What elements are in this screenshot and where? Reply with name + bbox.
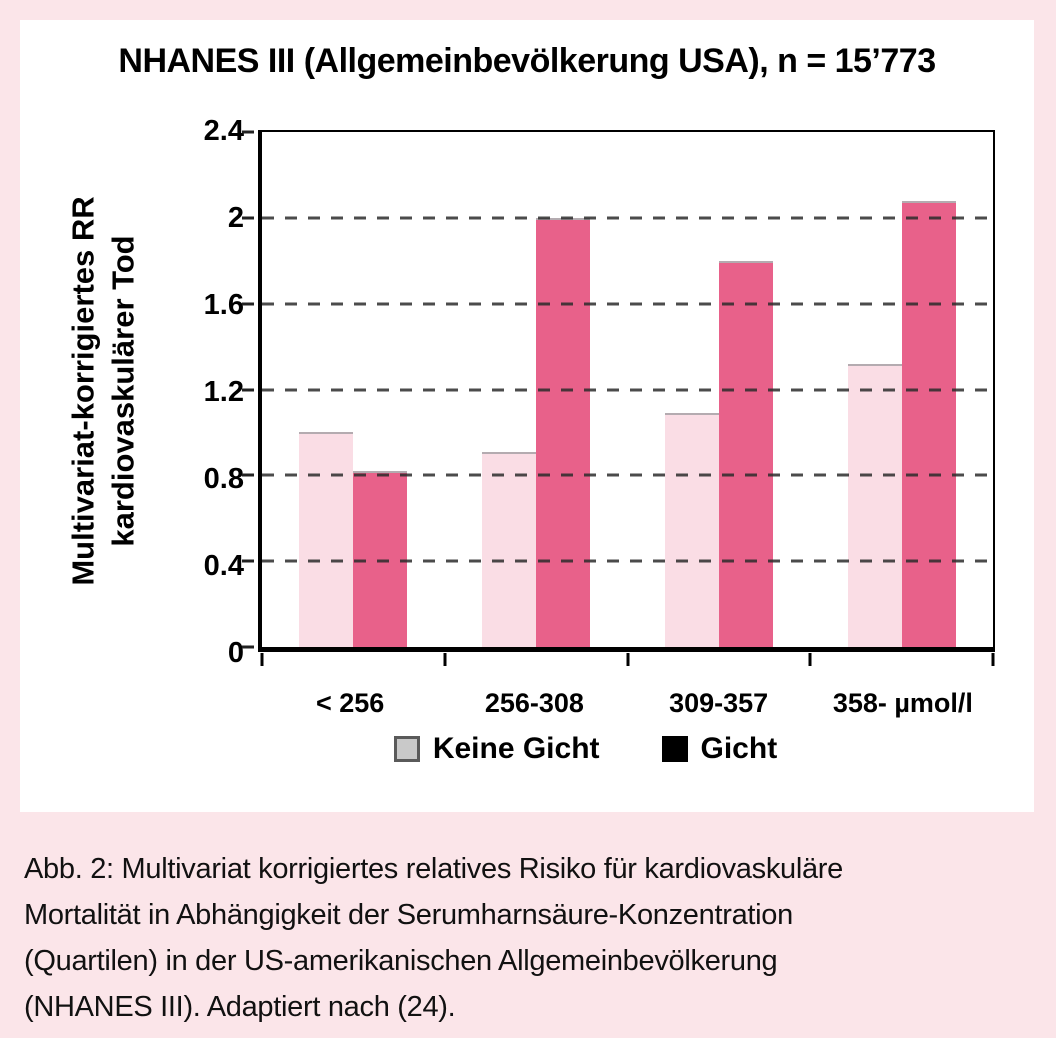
y-tick-mark-0 [242, 645, 254, 649]
bar-keine-gicht-2 [664, 413, 719, 647]
legend-label-0: Keine Gicht [432, 732, 600, 765]
bar-gicht-2 [718, 260, 773, 647]
y-tick-label-0.4: 0.4 [203, 549, 244, 582]
y-tick-mark-0.4 [242, 559, 254, 563]
y-tick-mark-1.6 [242, 302, 254, 306]
y-tick-label-0.8: 0.8 [203, 462, 244, 495]
bars-row [262, 132, 993, 647]
bar-keine-gicht-0 [299, 432, 354, 647]
y-tick-label-1.6: 1.6 [203, 288, 244, 321]
bar-gicht-1 [536, 217, 591, 647]
gridline-2 [262, 216, 993, 220]
figure-caption: Abb. 2: Multivariat korrigiertes relativ… [24, 846, 1024, 1030]
bar-keine-gicht-3 [847, 363, 902, 647]
x-tick-mark-2 [626, 653, 629, 666]
x-axis-labels: < 256 256-308 309-357 358- µmol/l [258, 688, 995, 719]
caption-line-4: (NHANES III). Adaptiert nach (24). [24, 991, 456, 1023]
x-axis-label-3: 358- µmol/l [811, 688, 995, 719]
gridline-0.8 [262, 473, 993, 477]
x-tick-mark-1 [443, 653, 447, 666]
legend-swatch-icon-1 [661, 736, 688, 762]
x-axis-label-0: < 256 [258, 688, 442, 719]
y-tick-label-1.2: 1.2 [203, 375, 244, 408]
chart-title: NHANES III (Allgemeinbevölkerung USA), n… [118, 42, 936, 80]
legend-label-1: Gicht [700, 732, 778, 765]
y-tick-label-0: 0 [227, 636, 244, 669]
bar-group-2 [628, 132, 811, 647]
y-tick-labels: 2.4 2 1.6 1.2 0.8 0.4 0 [168, 116, 244, 667]
y-tick-label-2: 2 [227, 201, 244, 234]
x-axis-category-3: 358- [832, 688, 887, 718]
plot-inner [242, 130, 995, 666]
gridline-1.2 [262, 388, 993, 391]
x-axis-category-2: 309-357 [669, 688, 769, 718]
y-tick-mark-2 [242, 216, 254, 220]
caption-line-2: Mortalität in Abhängigkeit der Serumharn… [24, 899, 793, 931]
legend-item-0: Keine Gicht [393, 732, 600, 766]
gridline-1.6 [262, 302, 993, 306]
bar-keine-gicht-1 [482, 451, 537, 647]
x-tick-mark-0 [260, 653, 264, 666]
y-axis-label-line1: Multivariat-korrigiertes RR [66, 196, 102, 586]
y-tick-label-2.4: 2.4 [203, 114, 244, 147]
caption-line-3: (Quartilen) in der US-amerikanischen All… [24, 945, 778, 977]
x-axis-unit: µmol/l [886, 688, 973, 718]
bar-gicht-0 [353, 471, 408, 647]
gridline-0.4 [262, 559, 993, 563]
chart-panel: NHANES III (Allgemeinbevölkerung USA), n… [20, 20, 1034, 812]
y-axis-label: Multivariat-korrigiertes RR kardiovaskul… [64, 196, 144, 585]
y-axis-label-line2: kardiovaskulärer Tod [106, 235, 142, 547]
x-tick-mark-4 [991, 653, 995, 666]
x-axis-category-1: 256-308 [484, 688, 584, 718]
x-axis-label-2: 309-357 [627, 688, 811, 719]
y-tick-mark-1.2 [242, 388, 254, 391]
plot-area [242, 130, 995, 666]
y-tick-mark-2.4 [242, 130, 254, 134]
legend: Keine Gicht Gicht [217, 732, 954, 766]
bar-group-1 [445, 132, 628, 647]
legend-swatch-icon-0 [393, 736, 420, 762]
bar-gicht-3 [901, 200, 956, 647]
bar-group-3 [810, 132, 993, 647]
x-axis-category-0: < 256 [315, 688, 385, 718]
y-tick-mark-0.8 [242, 473, 254, 477]
bar-group-0 [262, 132, 445, 647]
y-axis-label-wrap: Multivariat-korrigiertes RR kardiovaskul… [38, 130, 170, 652]
legend-item-1: Gicht [661, 732, 778, 766]
x-tick-mark-3 [808, 653, 812, 666]
x-axis-label-1: 256-308 [442, 688, 626, 719]
caption-line-1: Abb. 2: Multivariat korrigiertes relativ… [24, 853, 843, 885]
